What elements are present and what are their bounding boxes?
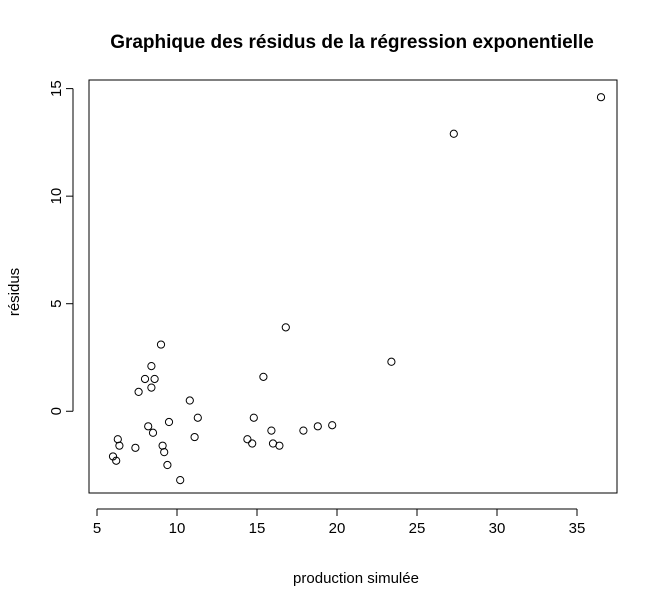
data-point [115, 441, 124, 450]
x-tick-label: 5 [93, 520, 101, 537]
data-point [190, 432, 199, 442]
y-tick-label: 0 [48, 407, 65, 415]
data-point [140, 374, 150, 384]
y-axis: 0 5 10 15 [48, 80, 74, 415]
chart-title: Graphique des résidus de la régression e… [110, 32, 594, 53]
data-point [112, 456, 121, 465]
data-point [144, 422, 153, 431]
data-point [243, 435, 252, 444]
data-point [164, 417, 174, 427]
y-axis-label: résidus [6, 268, 23, 316]
x-tick-label: 30 [489, 520, 506, 537]
data-point [163, 460, 172, 470]
y-tick-label: 15 [48, 80, 65, 97]
data-point [313, 422, 322, 431]
data-point [185, 396, 194, 405]
data-point [147, 383, 156, 392]
data-point [281, 323, 290, 332]
data-point [449, 129, 458, 138]
x-tick-label: 20 [329, 520, 346, 537]
data-point [299, 426, 308, 435]
plot-area [88, 79, 618, 494]
data-point [259, 372, 268, 381]
data-point [147, 361, 156, 371]
data-point [249, 413, 258, 422]
data-point [156, 340, 166, 349]
data-point [387, 357, 396, 366]
data-point [596, 93, 606, 102]
data-point [134, 387, 143, 397]
x-axis-label: production simulée [293, 570, 419, 587]
x-tick-label: 35 [569, 520, 586, 537]
data-point [148, 428, 158, 437]
data-point [267, 426, 276, 435]
y-tick-label: 10 [48, 188, 65, 205]
y-tick-label: 5 [48, 300, 65, 308]
data-point [193, 413, 202, 422]
x-axis: 5 10 15 20 25 30 35 [93, 508, 586, 537]
x-tick-label: 15 [249, 520, 266, 537]
x-tick-label: 10 [169, 520, 186, 537]
data-point [275, 441, 284, 450]
data-point [131, 443, 140, 452]
x-tick-label: 25 [409, 520, 426, 537]
data-point [160, 448, 169, 457]
data-point [176, 475, 185, 485]
data-point [328, 421, 337, 430]
data-point [248, 439, 257, 448]
plot-frame [88, 79, 618, 494]
data-point [150, 374, 159, 384]
data-points [108, 93, 606, 485]
